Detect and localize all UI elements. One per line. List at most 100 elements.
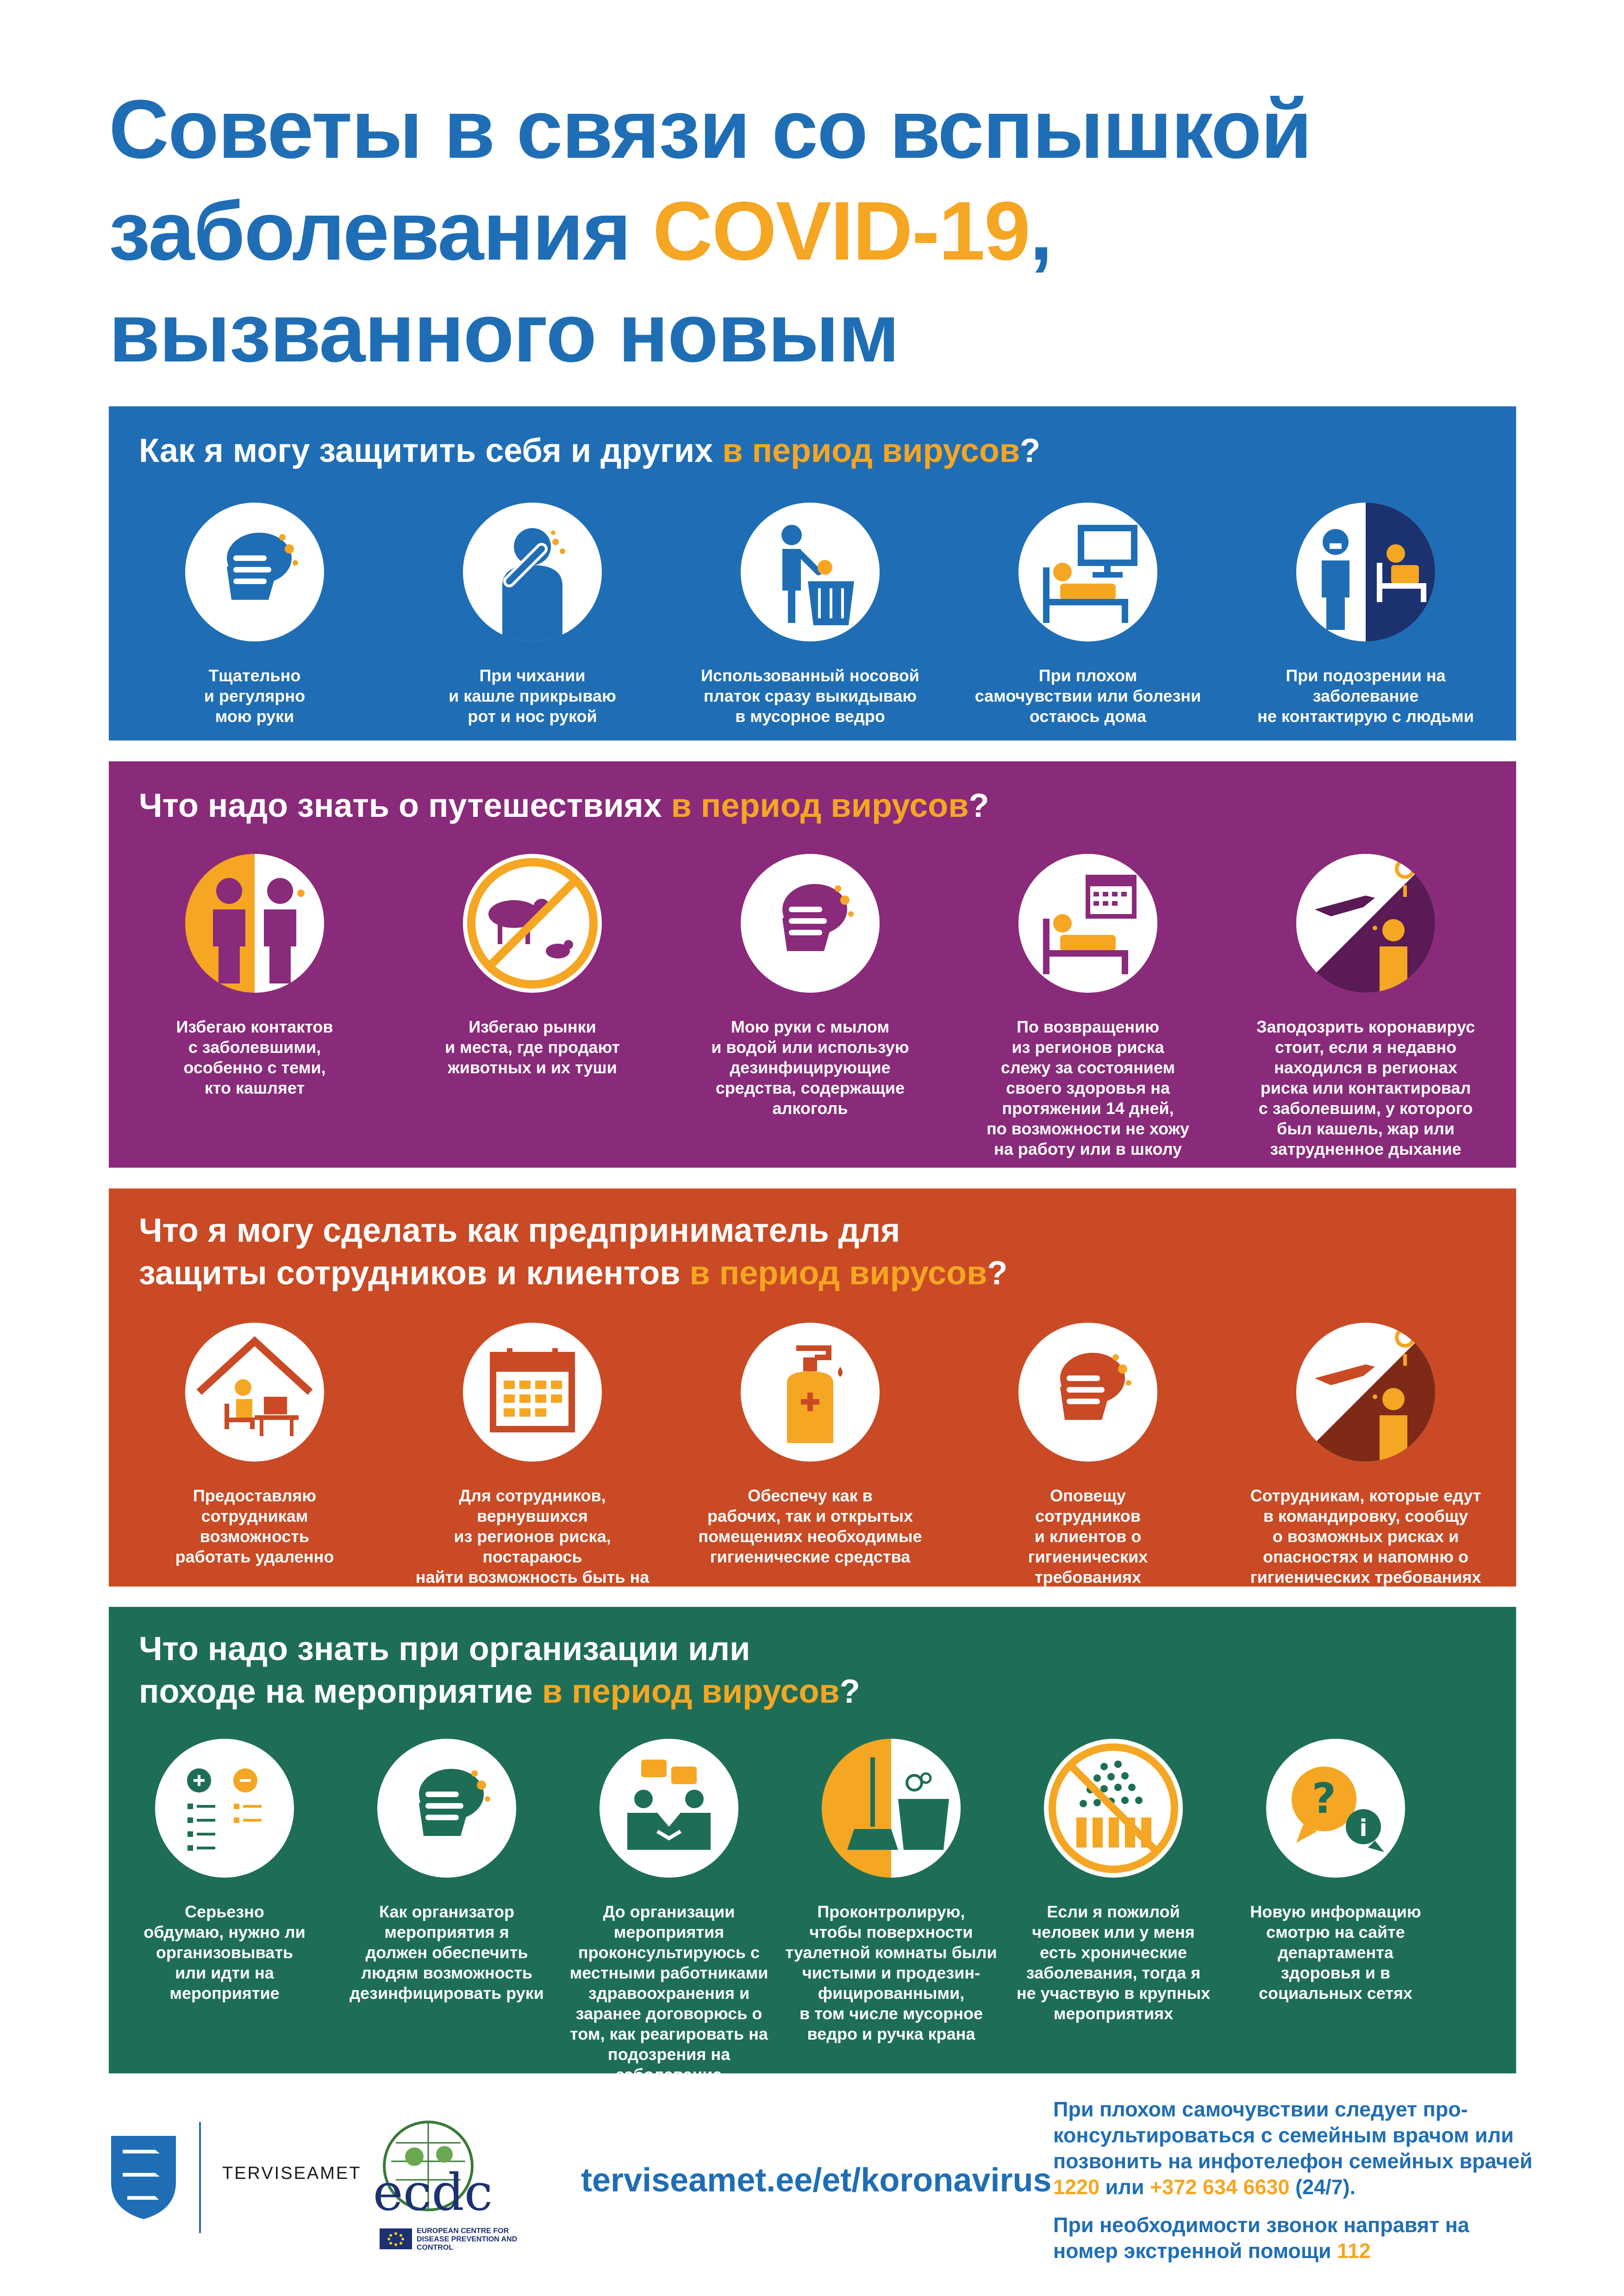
tip-item: По возвращению из регионов риска слежу з… xyxy=(958,854,1218,1159)
title-covid-highlight: COVID-19 xyxy=(652,185,1031,278)
isolation-icon xyxy=(1296,503,1435,641)
tip-caption: Проконтролирую, чтобы поверхности туалет… xyxy=(785,1902,997,2043)
tip-caption: Мою руки с мылом и водой или использую д… xyxy=(711,1017,909,1118)
ecdc-logo: ecdc EUROPEAN CENTRE FOR DISEASE PREVENT… xyxy=(354,2110,539,2263)
footer-divider xyxy=(199,2122,201,2233)
travel-risk-icon xyxy=(1296,1323,1435,1462)
phone-infoline[interactable]: +372 634 6630 xyxy=(1150,2175,1290,2199)
tip-caption: Предоставляю сотрудникам возможность раб… xyxy=(175,1486,334,1566)
emergency-paragraph: При необходимости звонок направят на ном… xyxy=(1053,2212,1535,2264)
section-title: Что надо знать при организации или поход… xyxy=(139,1628,860,1713)
ecdc-logo-text: ecdc xyxy=(373,2163,493,2222)
svg-text:?: ? xyxy=(1312,1774,1336,1823)
handwash-icon xyxy=(1018,1323,1157,1462)
calendar-icon xyxy=(463,1323,602,1462)
tip-item: Избегаю контактов с заболевшими, особенн… xyxy=(125,854,384,1098)
section-travel: Что надо знать о путешествиях в период в… xyxy=(109,761,1516,1168)
tip-caption: Как организатор мероприятия я должен обе… xyxy=(350,1902,544,2003)
section-title-line-2: защиты сотрудников и клиентов в период в… xyxy=(139,1252,1007,1294)
tip-item: До организации мероприятия проконсультир… xyxy=(553,1739,785,2085)
section-title-highlight: в период вирусов xyxy=(722,432,1020,469)
estonia-crest-icon xyxy=(111,2136,176,2219)
tip-item: Оповещу сотрудников и клиентов о гигиени… xyxy=(958,1323,1218,1587)
section-business: Что я могу сделать как предприниматель д… xyxy=(109,1188,1516,1607)
consultation-icon xyxy=(600,1739,738,1878)
handwash-icon xyxy=(185,503,324,641)
tip-caption: При плохом самочувствии или болезни оста… xyxy=(974,666,1201,726)
handwash-icon xyxy=(741,854,880,993)
section-title-qmark: ? xyxy=(968,787,989,824)
section-title-text: Что надо знать о путешествиях xyxy=(139,787,671,824)
section-title: Как я могу защитить себя и других в пери… xyxy=(139,429,1040,472)
website-link[interactable]: terviseamet.ee/et/koronavirus xyxy=(581,2162,1052,2199)
tip-item: Проконтролирую, чтобы поверхности туалет… xyxy=(775,1739,1007,2044)
tip-caption: Заподозрить коронавирус стоит, если я не… xyxy=(1256,1017,1475,1158)
section-title-qmark: ? xyxy=(987,1255,1008,1292)
tip-caption: При чихании и кашле прикрываю рот и нос … xyxy=(449,666,616,726)
terviseamet-logo-text: TERVISEAMET xyxy=(222,2164,362,2183)
contact-info: При плохом самочувствии следует про-конс… xyxy=(1053,2097,1535,2276)
section-protect: Как я могу защитить себя и других в пери… xyxy=(109,406,1516,740)
tip-item: При плохом самочувствии или болезни оста… xyxy=(958,503,1218,727)
info-icon: ? i xyxy=(1266,1739,1405,1878)
tip-item: Если я пожилой человек или у меня есть х… xyxy=(998,1739,1229,2024)
quarantine-calendar-icon xyxy=(1018,854,1157,993)
section-title-qmark: ? xyxy=(839,1673,860,1710)
tip-caption: При подозрении на заболевание не контакт… xyxy=(1257,666,1474,726)
title-line-2-comma: , xyxy=(1029,185,1053,278)
remote-work-icon xyxy=(185,1323,324,1462)
tip-caption: Использованный носовой платок сразу выки… xyxy=(701,666,919,726)
phone-family-doctor[interactable]: 1220 xyxy=(1053,2175,1100,2199)
tip-item: Сотрудникам, которые едут в командировку… xyxy=(1236,1323,1495,1587)
sneeze-cover-icon xyxy=(463,503,602,641)
tip-caption: По возвращению из регионов риска слежу з… xyxy=(986,1017,1190,1158)
emergency-text: При необходимости звонок направят на ном… xyxy=(1053,2213,1469,2263)
footer: TERVISEAMET ecdc EUROPEAN CENTRE FOR DIS… xyxy=(109,2097,1532,2272)
stay-home-icon xyxy=(1018,503,1157,641)
tip-item: Избегаю рынки и места, где продают живот… xyxy=(403,854,662,1078)
section-title-text: защиты сотрудников и клиентов xyxy=(139,1255,690,1292)
section-title: Что надо знать о путешествиях в период в… xyxy=(139,784,989,827)
tip-item: Тщательно и регулярно мою руки xyxy=(125,503,384,727)
avoid-sick-icon xyxy=(185,854,324,993)
section-events: Что надо знать при организации или поход… xyxy=(109,1607,1516,2084)
title-line-2-text: заболевания xyxy=(109,185,653,278)
section-title-highlight: в период вирусов xyxy=(542,1673,840,1710)
no-crowd-icon xyxy=(1044,1739,1183,1878)
tip-caption: Для сотрудников, вернувшихся из регионов… xyxy=(415,1486,650,1607)
section-title-qmark: ? xyxy=(1020,432,1041,469)
section-title-highlight: в период вирусов xyxy=(671,787,969,824)
tip-item: При чихании и кашле прикрываю рот и нос … xyxy=(403,503,662,727)
title-line-2: заболевания COVID-19, xyxy=(109,180,1544,282)
tip-caption: Тщательно и регулярно мою руки xyxy=(204,666,306,726)
contact-paragraph: При плохом самочувствии следует про-конс… xyxy=(1053,2097,1535,2200)
tip-caption: До организации мероприятия проконсультир… xyxy=(569,1902,768,2084)
tip-item: Серьезно обдумаю, нужно ли организовыват… xyxy=(109,1739,340,2004)
section-title-highlight: в период вирусов xyxy=(689,1255,987,1292)
sanitizer-icon xyxy=(741,1323,880,1462)
contact-or: или xyxy=(1099,2175,1150,2199)
tip-caption: Оповещу сотрудников и клиентов о гигиени… xyxy=(1028,1486,1148,1587)
tip-caption: Сотрудникам, которые едут в командировку… xyxy=(1250,1486,1481,1587)
tip-caption: Серьезно обдумаю, нужно ли организовыват… xyxy=(144,1902,306,2003)
section-title: Что я могу сделать как предприниматель д… xyxy=(139,1209,1007,1294)
tip-item: При подозрении на заболевание не контакт… xyxy=(1236,503,1495,727)
section-title-line-1: Что надо знать при организации или xyxy=(139,1630,750,1668)
pros-cons-icon xyxy=(155,1739,294,1878)
no-animal-market-icon xyxy=(463,854,602,993)
tip-item: Предоставляю сотрудникам возможность раб… xyxy=(125,1323,384,1567)
travel-risk-icon xyxy=(1296,854,1435,993)
cleaning-icon xyxy=(822,1739,961,1878)
tip-caption: Обеспечу как в рабочих, так и открытых п… xyxy=(698,1486,922,1566)
phone-emergency[interactable]: 112 xyxy=(1337,2239,1371,2263)
tip-item: Мою руки с мылом и водой или использую д… xyxy=(681,854,940,1119)
contact-text: При плохом самочувствии следует про-конс… xyxy=(1053,2097,1533,2173)
ecdc-full-name: EUROPEAN CENTRE FOR DISEASE PREVENTION A… xyxy=(417,2227,518,2252)
section-title-line-1: Что я могу сделать как предприниматель д… xyxy=(139,1212,900,1249)
tip-item: ? i Новую информацию смотрю на сайте депа… xyxy=(1220,1739,1451,2004)
tip-item: Заподозрить коронавирус стоит, если я не… xyxy=(1236,854,1495,1159)
trash-bin-icon xyxy=(741,503,880,641)
tip-caption: Избегаю контактов с заболевшими, особенн… xyxy=(176,1017,333,1097)
section-title-line-2: походе на мероприятие в период вирусов? xyxy=(139,1670,860,1713)
tip-caption: Избегаю рынки и места, где продают живот… xyxy=(444,1017,620,1077)
